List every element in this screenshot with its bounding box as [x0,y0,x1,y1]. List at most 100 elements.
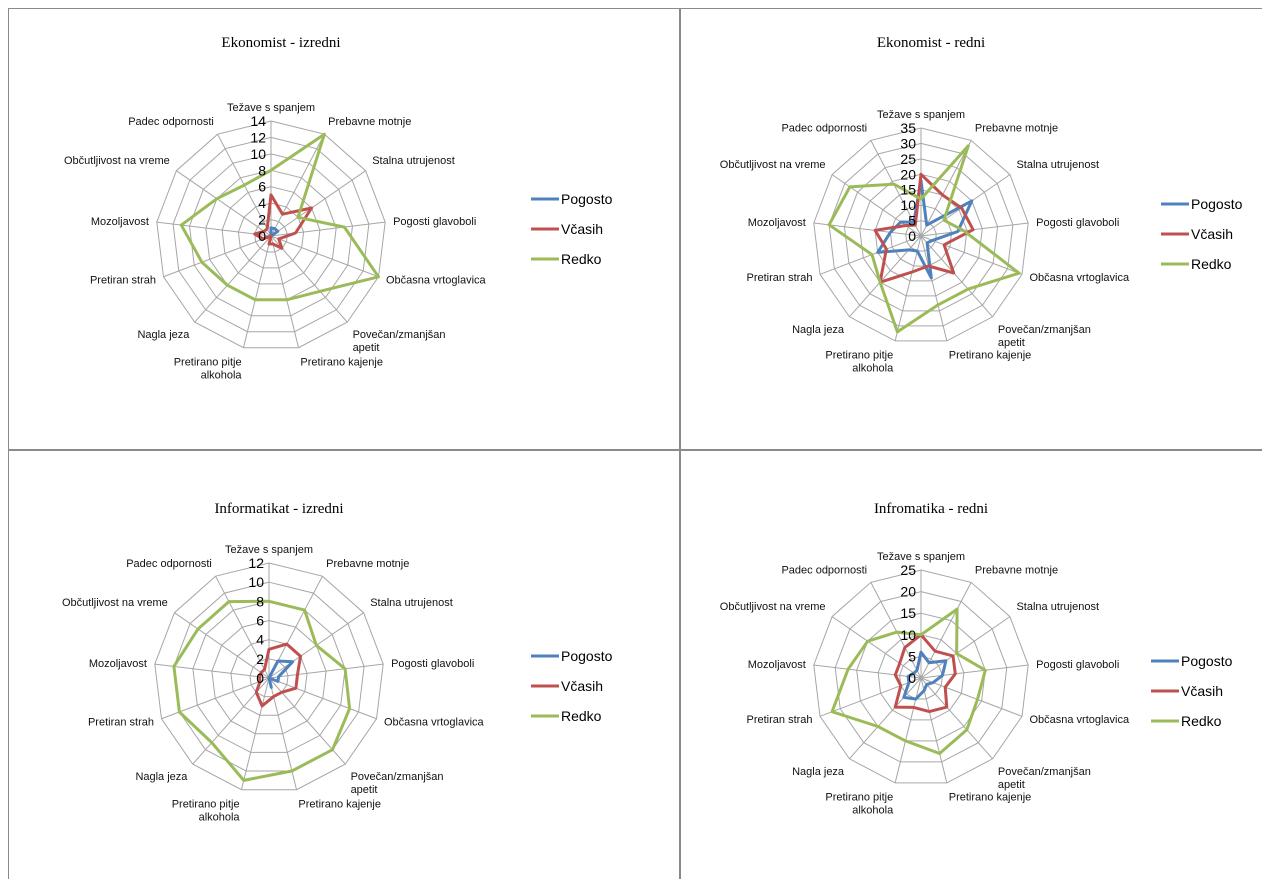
series-line-redko [827,144,1021,334]
category-label-nagla-jeza: Nagla jeza [792,324,845,336]
category-label-povecan-zmanjsan-apetit: Povečan/zmanjšan apetit [998,324,1091,349]
grid-spoke [920,616,1011,679]
grid-ring [254,219,288,253]
chart-title: Ekonomist - izredni [221,35,340,51]
grid-ring [899,655,943,700]
category-label-tezave-s-spanjem: Težave s spanjem [877,551,965,563]
tick-label: 8 [256,593,264,609]
grid-ring [192,600,346,753]
tick-label: 10 [248,574,264,590]
category-label-stalna-utrujenost: Stalna utrujenost [1016,601,1099,613]
chart-title: Infromatika - redni [874,501,988,517]
series-line-redko [172,599,352,782]
category-label-pretiran-strah: Pretiran strah [747,714,813,726]
legend-label-pogosto: Pogosto [1181,653,1233,669]
category-label-obcutljivost-na-vreme: Občutljivost na vreme [720,601,826,613]
category-label-mozoljavost: Mozoljavost [91,216,149,228]
grid-ring [188,153,354,317]
grid-spoke [268,663,384,679]
grid-spoke [849,677,922,760]
category-label-obcutljivost-na-vreme: Občutljivost na vreme [720,159,826,171]
series-line-pogosto [269,226,280,238]
tick-label: 8 [258,162,266,178]
grid-spoke [242,235,272,348]
legend-label-redko: Redko [561,251,602,267]
category-label-povecan-zmanjsan-apetit: Povečan/zmanjšan apetit [351,771,444,796]
category-label-pretirano-kajenje: Pretirano kajenje [949,350,1032,362]
legend-label-pogosto: Pogosto [1191,196,1243,212]
grid-ring [905,220,937,252]
grid-spoke [268,677,377,720]
grid-spoke [920,677,993,760]
grid-spoke [920,235,948,341]
category-label-tezave-s-spanjem: Težave s spanjem [227,102,315,114]
category-label-nagla-jeza: Nagla jeza [135,771,188,783]
tick-label: 4 [258,195,266,211]
grid-spoke [174,612,270,679]
grid-ring [211,619,327,735]
category-label-prebavne-motnje: Prebavne motnje [975,564,1058,576]
grid-ring [221,186,321,285]
category-label-pogosti-glavoboli: Pogosti glavoboli [393,216,476,228]
tick-label: 15 [900,605,916,621]
series-line-pogosto [876,179,974,280]
category-label-padec-odpornosti: Padec odpornosti [781,564,867,576]
category-label-povecan-zmanjsan-apetit: Povečan/zmanjšan apetit [353,329,446,354]
grid-spoke [813,664,922,679]
radar-panel-ekonomist-redni: Ekonomist - redni 0 5 10 15 20 25 30 35 Težave s … [679,8,1262,450]
category-label-pogosti-glavoboli: Pogosti glavoboli [391,658,474,670]
grid-spoke [156,221,272,237]
tick-label: 14 [250,113,266,129]
radar-panel-informatika-izredni: Informatikat - izredni 0 2 4 6 8 10 12 Težave s … [8,449,681,879]
category-label-pogosti-glavoboli: Pogosti glavoboli [1036,659,1119,671]
grid-spoke [920,677,948,783]
grid-spoke [215,575,270,679]
category-label-pretirano-pitje-alkohola: Pretirano pitje alkohola [172,798,241,823]
category-label-mozoljavost: Mozoljavost [89,658,147,670]
grid-spoke [920,235,1023,275]
legend-label-vcasih: Včasih [561,678,603,694]
category-label-mozoljavost: Mozoljavost [748,217,806,229]
tick-label: 15 [900,182,916,198]
category-label-obcutljivost-na-vreme: Občutljivost na vreme [62,597,168,609]
legend-label-redko: Redko [1181,713,1222,729]
category-label-obcasna-vrtoglavica: Občasna vrtoglavica [384,717,485,729]
tick-label: 0 [256,670,264,686]
series-line-redko [179,132,380,302]
category-label-obcasna-vrtoglavica: Občasna vrtoglavica [386,275,487,287]
category-label-pretirano-kajenje: Pretirano kajenje [300,356,383,368]
grid-spoke [894,235,922,341]
tick-label: 2 [256,651,264,667]
series-line-vcasih [873,172,975,284]
grid-spoke [268,677,346,765]
category-label-tezave-s-spanjem: Težave s spanjem [877,109,965,121]
grid-spoke [240,677,270,790]
grid-ring [877,634,965,721]
grid-spoke [920,677,1023,717]
grid-spoke [870,582,922,679]
grid-spoke [270,133,325,237]
series-line-pogosto [902,650,948,701]
category-label-pretiran-strah: Pretiran strah [88,717,154,729]
tick-label: 0 [908,670,916,686]
grid-spoke [163,235,272,278]
tick-label: 35 [900,120,916,136]
category-label-pretirano-pitje-alkohola: Pretirano pitje alkohola [825,792,894,817]
tick-label: 10 [250,146,266,162]
category-label-pretirano-kajenje: Pretirano kajenje [949,792,1032,804]
grid-ring [834,591,1008,763]
legend-label-pogosto: Pogosto [561,648,613,664]
grid-spoke [270,170,366,237]
grid-spoke [176,170,272,237]
category-label-nagla-jeza: Nagla jeza [792,766,845,778]
category-label-prebavne-motnje: Prebavne motnje [975,122,1058,134]
grid-spoke [270,235,300,348]
category-label-prebavne-motnje: Prebavne motnje [326,558,409,570]
category-label-stalna-utrujenost: Stalna utrujenost [1016,159,1099,171]
grid-spoke [920,664,1029,679]
radar-panel-ekonomist-izredni: Ekonomist - izredni 0 2 4 6 8 10 12 14 Težave s s… [8,8,681,450]
category-label-obcutljivost-na-vreme: Občutljivost na vreme [64,155,170,167]
category-label-pretirano-pitje-alkohola: Pretirano pitje alkohola [825,350,894,375]
